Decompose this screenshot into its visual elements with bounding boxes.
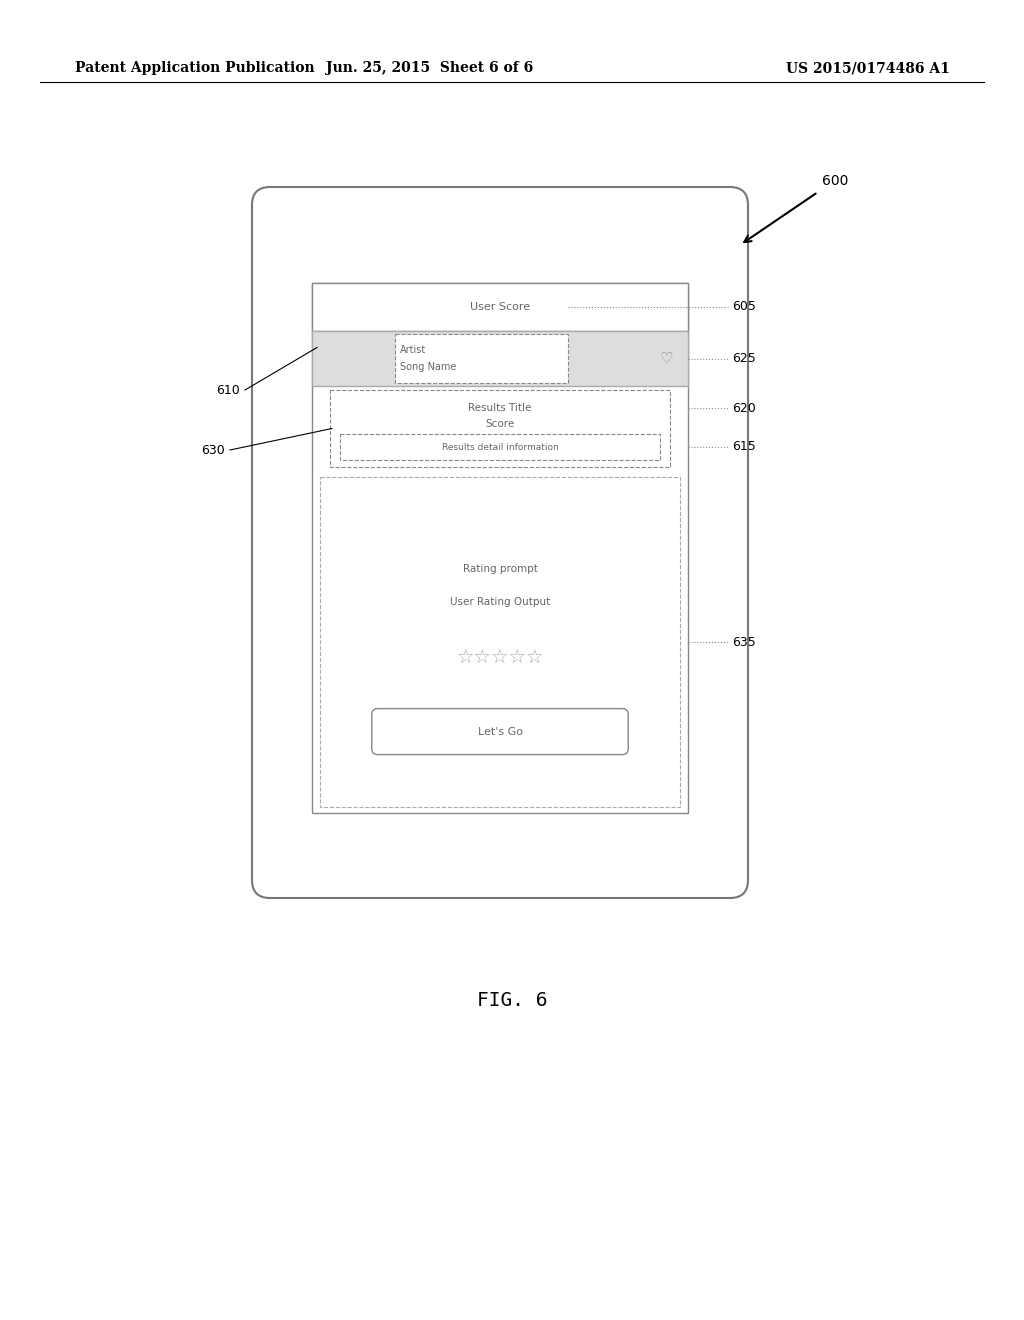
- Text: Jun. 25, 2015  Sheet 6 of 6: Jun. 25, 2015 Sheet 6 of 6: [327, 61, 534, 75]
- Text: 620: 620: [732, 401, 756, 414]
- Text: User Rating Output: User Rating Output: [450, 598, 550, 607]
- Text: Rating prompt: Rating prompt: [463, 565, 538, 574]
- Text: FIG. 6: FIG. 6: [477, 990, 547, 1010]
- Text: US 2015/0174486 A1: US 2015/0174486 A1: [786, 61, 950, 75]
- Bar: [330, 389, 670, 467]
- Text: Results detail information: Results detail information: [441, 442, 558, 451]
- Bar: [312, 282, 688, 331]
- Text: Score: Score: [485, 418, 515, 429]
- Text: 605: 605: [732, 301, 756, 314]
- Text: User Score: User Score: [470, 302, 530, 312]
- Text: 610: 610: [216, 384, 240, 396]
- Text: ♡: ♡: [659, 351, 673, 366]
- Text: ☆☆☆☆☆: ☆☆☆☆☆: [457, 649, 544, 668]
- Text: Let's Go: Let's Go: [477, 726, 522, 737]
- Text: Results Title: Results Title: [468, 403, 531, 413]
- Bar: [312, 282, 688, 813]
- Text: 635: 635: [732, 635, 756, 648]
- Bar: [394, 334, 567, 383]
- Text: Patent Application Publication: Patent Application Publication: [75, 61, 314, 75]
- Text: 630: 630: [202, 444, 225, 457]
- FancyBboxPatch shape: [252, 187, 748, 898]
- Bar: [340, 434, 660, 459]
- Text: 600: 600: [822, 174, 848, 187]
- Text: Artist: Artist: [399, 345, 426, 355]
- Bar: [319, 477, 680, 807]
- Text: 625: 625: [732, 352, 756, 366]
- Text: Song Name: Song Name: [399, 362, 456, 372]
- Bar: [312, 331, 688, 385]
- FancyBboxPatch shape: [372, 709, 628, 755]
- Text: 615: 615: [732, 441, 756, 454]
